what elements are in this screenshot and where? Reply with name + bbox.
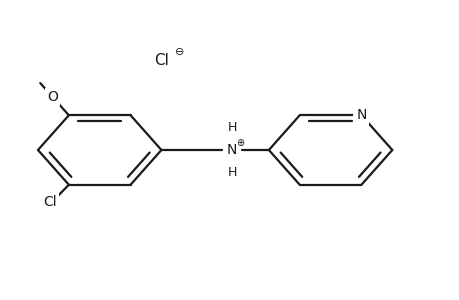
Text: N: N [355, 108, 366, 122]
Text: N: N [227, 143, 237, 157]
Text: H: H [227, 166, 236, 179]
Text: O: O [47, 90, 58, 104]
Text: H: H [227, 121, 236, 134]
Text: Cl: Cl [154, 53, 169, 68]
Text: Cl: Cl [44, 195, 57, 209]
Text: ⊖: ⊖ [174, 47, 184, 57]
Text: ⊕: ⊕ [236, 139, 244, 148]
